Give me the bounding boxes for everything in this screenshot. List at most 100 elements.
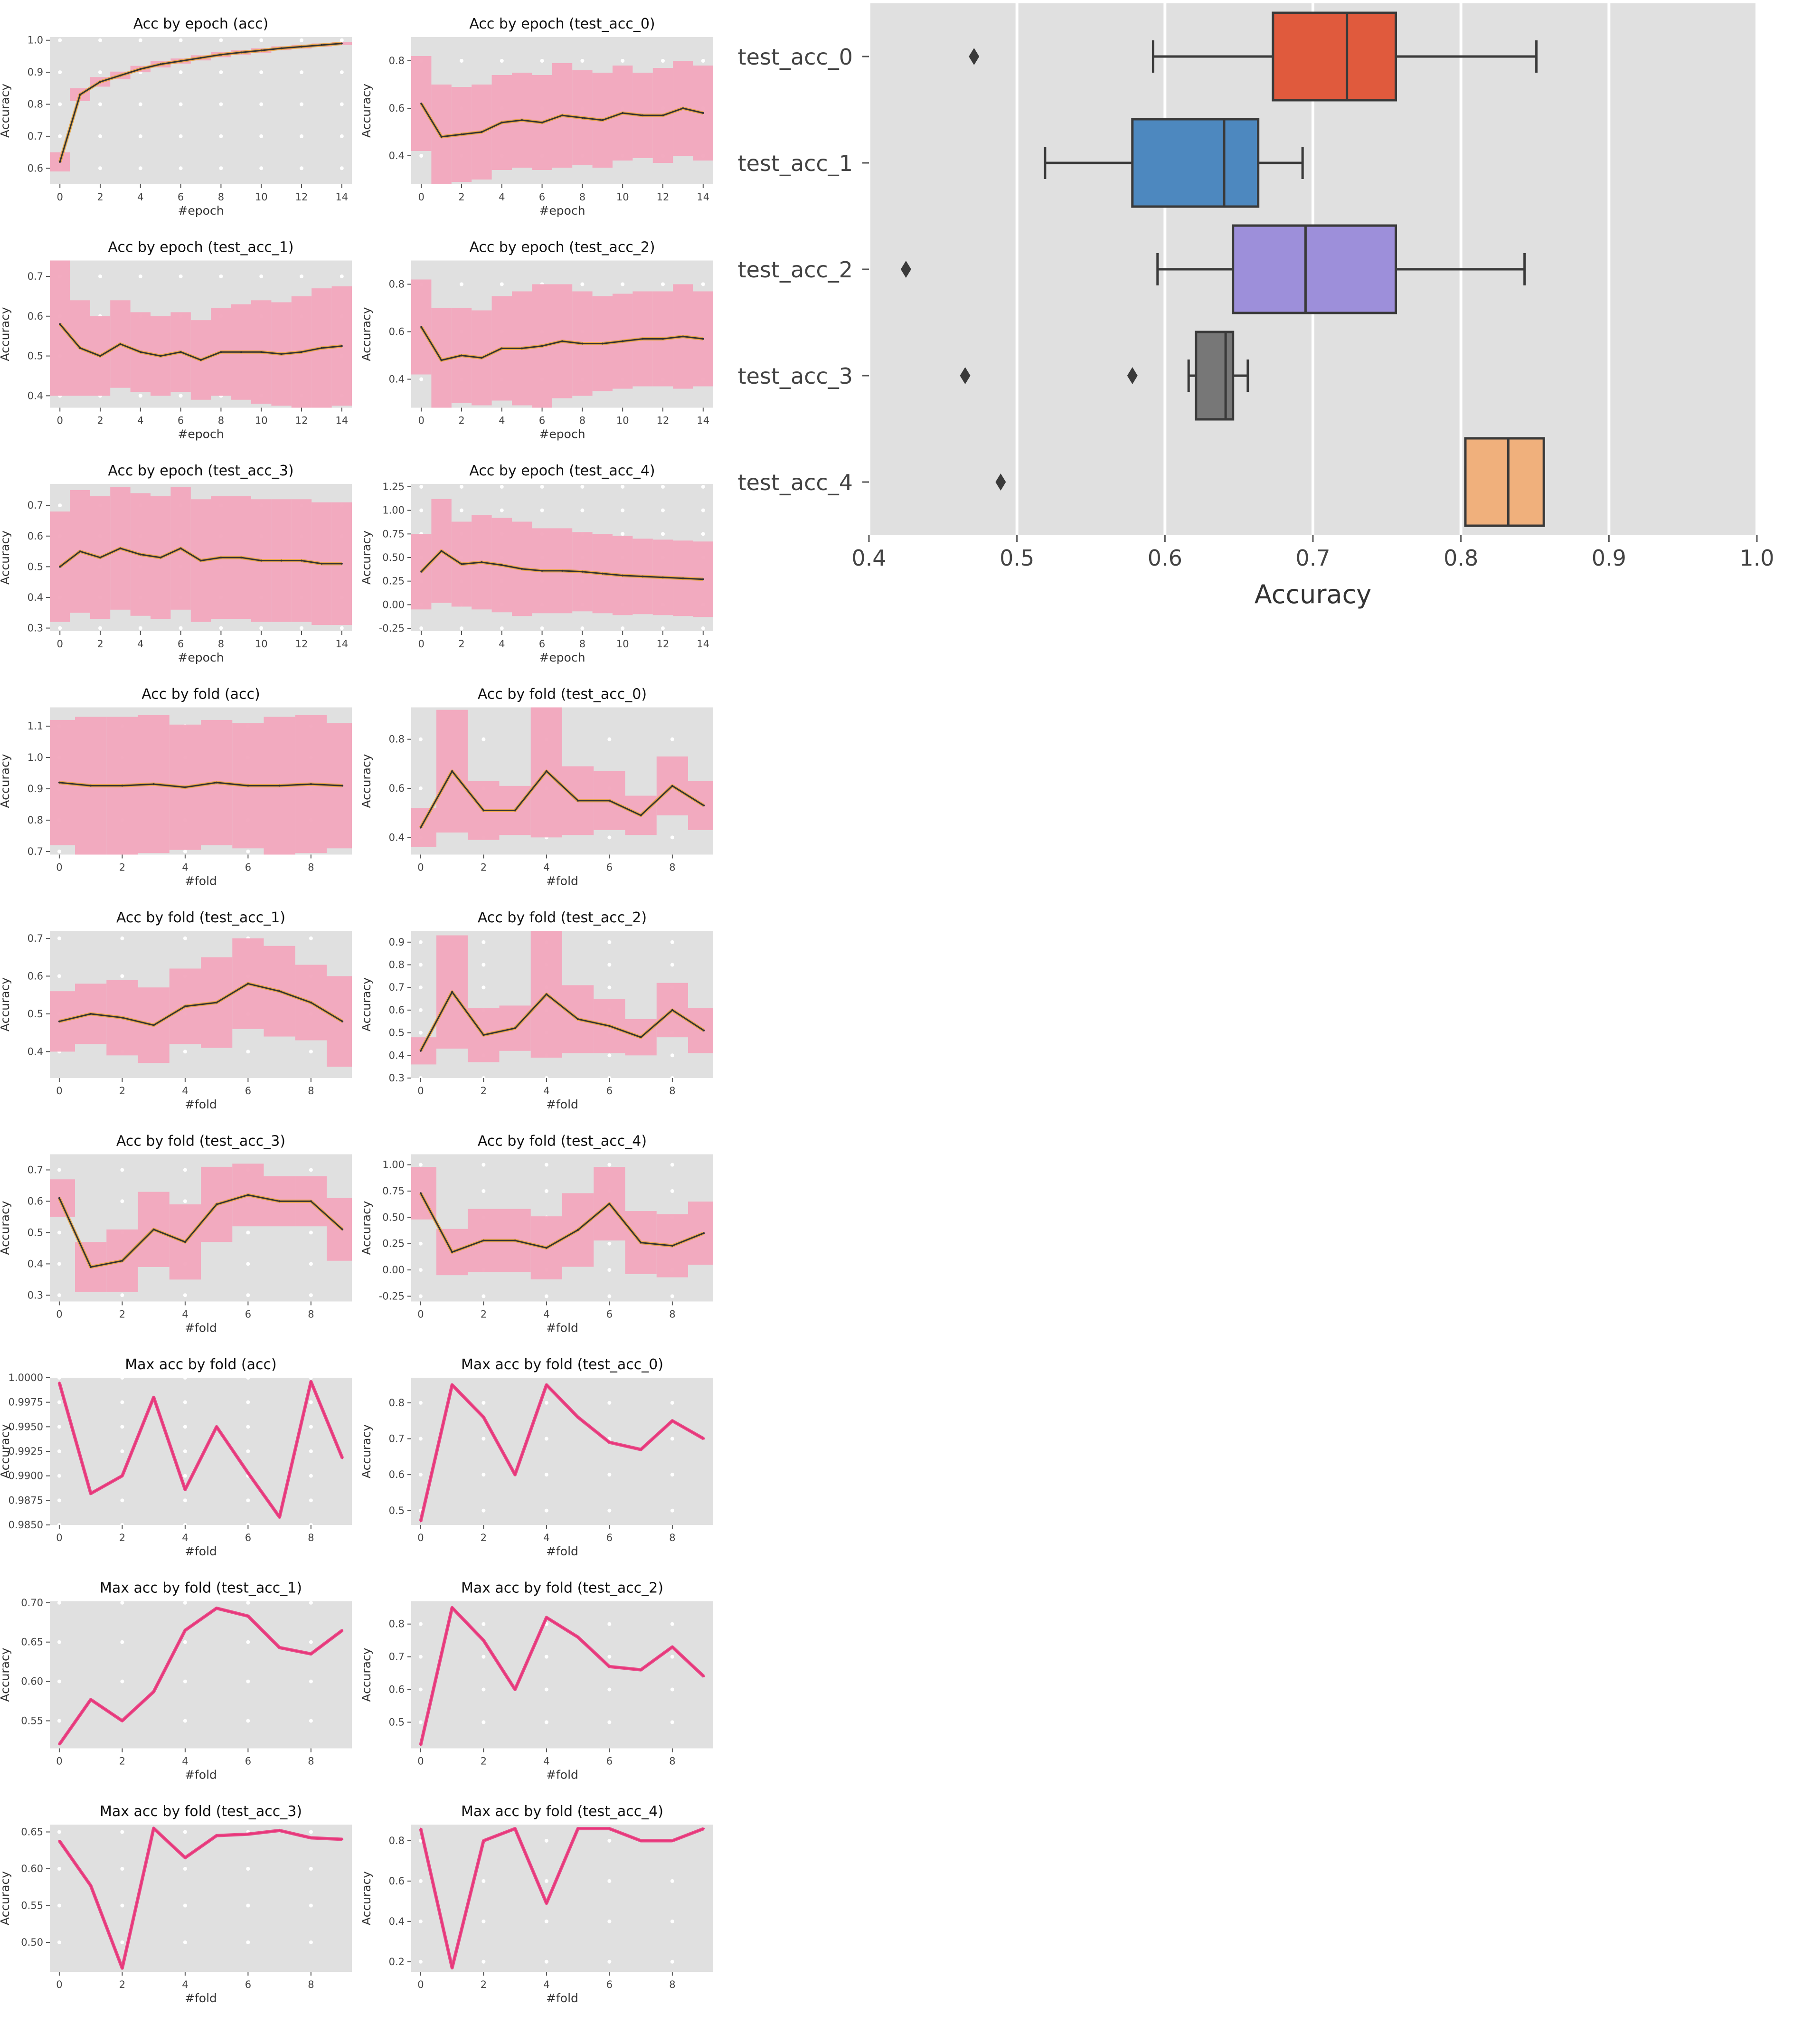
grid-dot	[98, 166, 102, 170]
x-tick-label: 2	[481, 1532, 487, 1543]
grid-dot	[57, 1376, 61, 1380]
data-point	[577, 1229, 579, 1231]
grid-dot	[120, 1425, 124, 1429]
x-tick-label: 2	[119, 1979, 125, 1990]
y-tick-label: 0.7	[389, 1433, 405, 1445]
data-point	[184, 1629, 186, 1631]
grid-dot	[183, 1498, 187, 1503]
band-step	[688, 1008, 713, 1053]
data-point	[622, 112, 624, 114]
grid-dot	[120, 1940, 124, 1944]
grid-dot	[621, 626, 625, 631]
data-point	[58, 1020, 60, 1022]
grid-dot	[57, 974, 61, 978]
data-point	[419, 1050, 422, 1052]
x-tick-label: 10	[255, 191, 268, 203]
x-tick-label: 12	[295, 638, 308, 650]
data-point	[280, 353, 283, 355]
y-tick-label: 0.50	[382, 1211, 405, 1223]
data-point	[601, 342, 604, 345]
data-point	[184, 786, 186, 788]
series-line	[59, 782, 343, 788]
grid-dot	[120, 1293, 124, 1297]
x-tick-label: 8	[308, 1085, 314, 1097]
grid-dot	[138, 134, 142, 138]
grid-dot	[98, 134, 102, 138]
data-point	[121, 1475, 123, 1477]
grid-dot	[460, 59, 463, 63]
x-tick-label: 0	[417, 1309, 424, 1320]
x-tick-label: 4	[499, 191, 505, 203]
grid-dot	[246, 1600, 250, 1605]
data-point	[514, 1027, 516, 1030]
data-point	[341, 1457, 344, 1459]
y-tick-label: 1.1	[28, 720, 43, 732]
x-tick-label: 6	[245, 1085, 251, 1097]
y-tick-label: 0.7	[28, 1164, 43, 1175]
grid-dot	[259, 38, 264, 42]
grid-dot	[670, 1879, 674, 1883]
grid-dot	[58, 70, 62, 75]
grid-dot	[544, 1437, 548, 1441]
y-tick-label: 0.8	[28, 99, 43, 110]
data-point	[90, 1698, 92, 1701]
x-tick-label: 10	[616, 638, 629, 650]
data-point	[341, 1629, 344, 1631]
data-point	[451, 1607, 453, 1609]
y-tick-label: 0.60	[21, 1676, 43, 1687]
grid-dot	[98, 626, 102, 630]
data-point	[121, 1967, 123, 1969]
data-point	[278, 1829, 281, 1832]
grid-dot	[481, 963, 486, 967]
data-point	[702, 112, 704, 114]
data-point	[341, 785, 344, 787]
grid-dot	[580, 282, 585, 286]
x-tick-label: 14	[335, 191, 348, 203]
x-tick-label: 4	[137, 415, 143, 426]
grid-dot	[500, 59, 504, 63]
data-point	[260, 49, 263, 52]
data-point	[440, 550, 443, 552]
x-tick-label: 4	[543, 1979, 549, 1990]
grid-dot	[183, 1719, 187, 1723]
data-point	[99, 557, 101, 558]
y-tick-label: 0.00	[382, 1264, 405, 1276]
grid-dot	[246, 1262, 250, 1266]
data-point	[301, 351, 302, 353]
plot-area	[50, 1378, 352, 1525]
y-axis-label: Accuracy	[0, 1871, 12, 1925]
data-point	[420, 570, 423, 573]
grid-dot	[57, 1498, 61, 1503]
y-tick-label: 0.75	[382, 1185, 405, 1197]
data-point	[139, 351, 142, 353]
grid-dot	[418, 985, 423, 990]
grid-dot	[219, 134, 223, 138]
x-tick-label: 12	[657, 415, 670, 426]
x-tick-label: 12	[295, 191, 308, 203]
y-axis-label: Accuracy	[0, 1647, 12, 1702]
grid-dot	[57, 1293, 61, 1297]
y-tick-label: 0.00	[382, 599, 405, 610]
grid-dot	[58, 102, 62, 106]
data-point	[461, 133, 462, 135]
y-tick-label: 0.2	[389, 1956, 405, 1968]
data-point	[240, 51, 242, 54]
subplot-title: Acc by fold (test_acc_4)	[478, 1133, 647, 1150]
data-point	[500, 347, 503, 350]
grid-dot	[481, 985, 486, 990]
box-group: test_acc_2	[738, 224, 1526, 314]
grid-dot	[179, 274, 183, 279]
grid-dot	[670, 1959, 674, 1964]
grid-dot	[481, 940, 486, 944]
grid-dot	[259, 274, 264, 279]
x-tick-label: 0	[417, 1756, 424, 1767]
data-point	[59, 161, 61, 163]
y-tick-label: 0.7	[28, 933, 43, 944]
grid-dot	[246, 1679, 250, 1684]
grid-dot	[481, 737, 486, 741]
plot-area	[50, 37, 352, 184]
y-tick-label: 0.7	[28, 271, 43, 282]
subplot: 0 2 4 6 8 10 12 14 0.4 0.5 0.6 0.7 Acc by epoch (tes…	[0, 239, 352, 441]
data-point	[139, 553, 142, 556]
x-axis-label: #fold	[185, 1321, 217, 1335]
